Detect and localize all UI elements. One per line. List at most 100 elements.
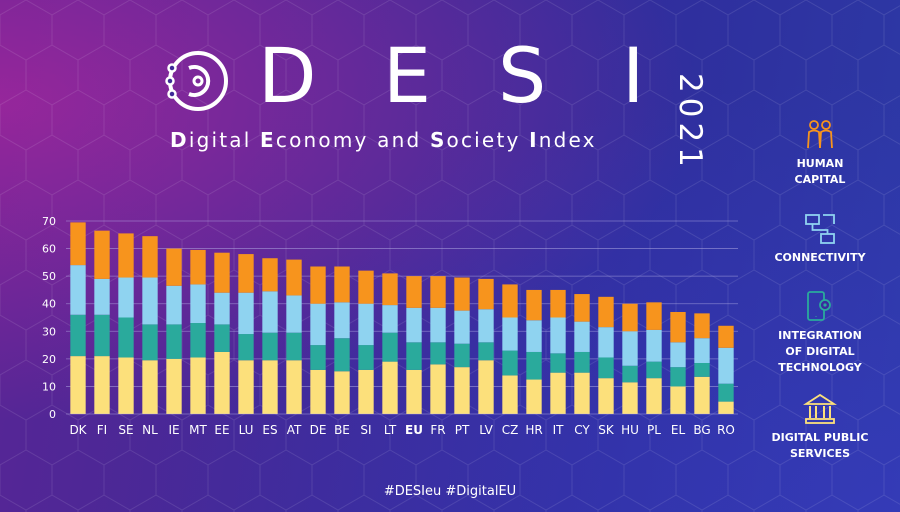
bar-segment xyxy=(94,278,110,315)
bar-segment xyxy=(286,332,302,361)
x-tick-label: HR xyxy=(525,423,542,437)
bar-segment xyxy=(454,277,470,311)
x-tick-label: FI xyxy=(97,423,107,437)
bar-segment xyxy=(694,313,710,339)
bar-segment xyxy=(526,289,542,321)
bar-segment xyxy=(118,357,134,414)
subtitle-part: ndex xyxy=(538,128,597,152)
bar-segment xyxy=(718,347,734,384)
bar-segment xyxy=(310,369,326,414)
bar-segment xyxy=(502,375,518,414)
x-tick-label: EE xyxy=(214,423,229,437)
bar-segment xyxy=(718,401,734,414)
subtitle-part: ociety xyxy=(446,128,530,152)
bar-segment xyxy=(334,371,350,414)
legend-label-connectivity: CONNECTIVITY xyxy=(774,251,866,264)
x-tick-label: HU xyxy=(621,423,639,437)
network-icon xyxy=(805,214,835,244)
y-tick-label: 50 xyxy=(42,270,56,283)
bar-segment xyxy=(454,367,470,414)
bar-segment xyxy=(646,329,662,362)
bar-segment xyxy=(334,302,350,339)
x-tick-label: CZ xyxy=(502,423,519,437)
bar-segment xyxy=(310,303,326,346)
x-tick-label: CY xyxy=(574,423,590,437)
subtitle-part: E xyxy=(260,128,276,152)
bar-segment xyxy=(622,303,638,332)
bar-segment xyxy=(670,342,686,368)
bar-segment xyxy=(670,386,686,414)
legend-item-human-capital: HUMAN CAPITAL xyxy=(760,118,880,188)
bar-segment xyxy=(550,317,566,354)
bar-segment xyxy=(118,277,134,318)
bar-segment xyxy=(406,307,422,343)
bar-segment xyxy=(526,379,542,414)
bar-segment xyxy=(430,276,446,308)
x-tick-label: FR xyxy=(430,423,445,437)
bar-segment xyxy=(382,332,398,362)
bar-segment xyxy=(286,259,302,296)
bar-segment xyxy=(70,356,86,414)
x-tick-label: BE xyxy=(334,423,350,437)
bar-segment xyxy=(718,325,734,348)
bar-segment xyxy=(70,314,86,357)
legend-label-human-capital: HUMAN CAPITAL xyxy=(794,157,846,186)
y-tick-label: 10 xyxy=(42,380,56,393)
x-tick-label: LV xyxy=(479,423,493,437)
bar-segment xyxy=(502,317,518,351)
bar-segment xyxy=(670,311,686,343)
bar-segment xyxy=(526,351,542,380)
bar-segment xyxy=(166,324,182,359)
bar-segment xyxy=(358,270,374,304)
bar-segment xyxy=(694,362,710,377)
bar-segment xyxy=(406,342,422,370)
legend-label-integration: INTEGRATION OF DIGITAL TECHNOLOGY xyxy=(778,329,862,374)
bar-segment xyxy=(670,367,686,387)
bar-segment xyxy=(94,314,110,357)
bar-segment xyxy=(334,266,350,303)
y-tick-label: 60 xyxy=(42,243,56,256)
bar-segment xyxy=(190,323,206,358)
bar-segment xyxy=(694,338,710,363)
legend-item-integration: INTEGRATION OF DIGITAL TECHNOLOGY xyxy=(760,290,880,376)
brand-letter-e: E xyxy=(383,31,432,120)
bar-segment xyxy=(406,369,422,414)
bar-segment xyxy=(646,361,662,379)
people-icon xyxy=(807,120,833,149)
bar-segment xyxy=(286,360,302,414)
bar-segment xyxy=(550,353,566,373)
legend-item-public-services: DIGITAL PUBLIC SERVICES xyxy=(760,392,880,462)
bar-segment xyxy=(622,365,638,383)
bar-segment xyxy=(310,266,326,304)
x-tick-label: SK xyxy=(598,423,615,437)
bar-segment xyxy=(190,249,206,285)
bar-segment xyxy=(142,324,158,361)
bar-segment xyxy=(718,383,734,402)
bar-segment xyxy=(166,358,182,414)
bar-segment xyxy=(238,334,254,361)
x-tick-label: LT xyxy=(384,423,397,437)
bar-segment xyxy=(598,357,614,379)
x-tick-label: EU xyxy=(405,423,423,437)
y-tick-label: 0 xyxy=(49,408,56,421)
y-tick-label: 40 xyxy=(42,298,56,311)
x-tick-label: MT xyxy=(189,423,207,437)
bar-segment xyxy=(598,327,614,358)
bar-segment xyxy=(430,342,446,365)
bar-segment xyxy=(142,360,158,414)
bar-segment xyxy=(214,351,230,414)
bar-segment xyxy=(286,295,302,333)
brand-letter-s: S xyxy=(498,31,547,120)
x-tick-label: SE xyxy=(118,423,133,437)
bar-segment xyxy=(118,317,134,358)
bar-segment xyxy=(574,372,590,414)
bar-segment xyxy=(142,236,158,278)
bar-segment xyxy=(430,307,446,343)
x-tick-label: BG xyxy=(693,423,710,437)
x-tick-label: RO xyxy=(717,423,735,437)
bar-segment xyxy=(382,305,398,333)
bar-segment xyxy=(574,321,590,352)
bar-segment xyxy=(238,360,254,414)
